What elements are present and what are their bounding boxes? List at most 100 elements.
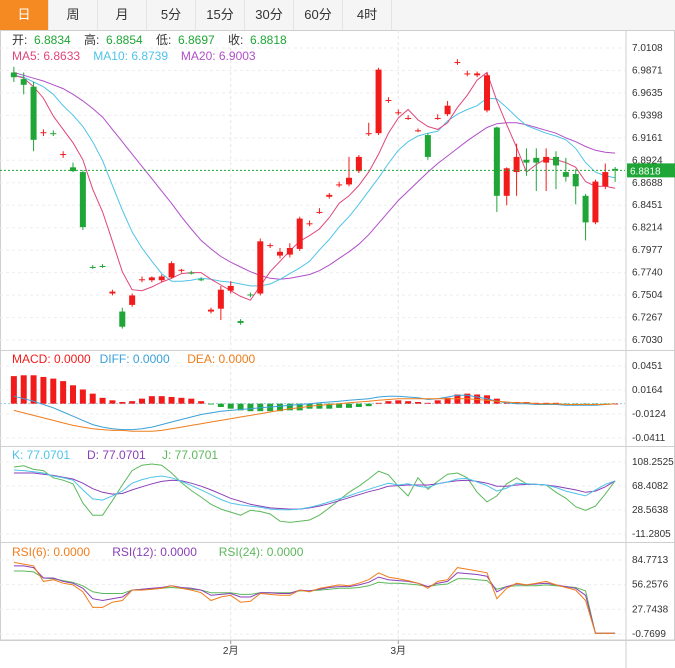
- tab-day[interactable]: 日: [0, 0, 49, 30]
- macd-bar: [168, 396, 175, 404]
- candle-body: [474, 73, 481, 76]
- macd-bar: [444, 397, 451, 404]
- candle-body: [306, 223, 313, 225]
- price-y-tick-label: 6.8688: [632, 178, 663, 189]
- candle-body: [572, 173, 579, 187]
- candle-body: [346, 177, 352, 185]
- macd-bar: [20, 375, 27, 404]
- rsi12-line: [13, 565, 616, 634]
- ma10-legend-label: MA10: 6.8739: [93, 49, 168, 63]
- candle-body: [109, 291, 116, 294]
- macd-y-tick-label: 0.0164: [632, 385, 663, 396]
- candle-body: [602, 172, 609, 187]
- macd-bar: [316, 403, 323, 409]
- candle-body: [257, 241, 264, 294]
- tab-5min[interactable]: 5分: [147, 0, 196, 30]
- candle-body: [582, 195, 589, 223]
- ma20-line: [13, 72, 616, 280]
- dea-line: [13, 398, 616, 432]
- candle-body: [316, 211, 323, 213]
- candle-body: [365, 133, 372, 135]
- k-legend-label: K: 77.0701: [12, 448, 70, 462]
- candle-body: [198, 279, 205, 281]
- candle-body: [178, 269, 185, 271]
- candle-body: [493, 127, 500, 196]
- tab-month[interactable]: 月: [98, 0, 147, 30]
- kdj-y-tick-label: 108.2525: [632, 457, 674, 468]
- candle-body: [40, 132, 47, 134]
- price-y-tick-label: 6.7504: [632, 290, 663, 301]
- rsi6-line: [13, 561, 616, 634]
- price-y-tick-label: 6.7030: [632, 335, 663, 346]
- candle-body: [188, 272, 195, 274]
- candle-body: [158, 276, 165, 281]
- macd-bar: [424, 402, 431, 404]
- candle-body: [415, 130, 421, 132]
- candle-body: [385, 99, 392, 101]
- macd-bar: [208, 403, 214, 405]
- price-y-tick-label: 6.8451: [632, 200, 663, 211]
- diff-line: [13, 394, 616, 431]
- candle-body: [444, 105, 451, 115]
- price-y-tick-label: 6.9635: [632, 88, 663, 99]
- macd-bar: [355, 403, 362, 408]
- price-y-tick-label: 6.9161: [632, 133, 663, 144]
- ma20-legend-label: MA20: 6.9003: [181, 49, 256, 63]
- tab-60min[interactable]: 60分: [294, 0, 343, 30]
- candle-body: [60, 154, 67, 156]
- tab-30min[interactable]: 30分: [245, 0, 294, 30]
- price-y-tick-label: 7.0108: [632, 43, 663, 54]
- candle-body: [277, 251, 283, 256]
- candle-body: [79, 172, 86, 228]
- rsi-y-tick-label: 56.2576: [632, 580, 669, 591]
- d-legend-label: D: 77.0701: [87, 448, 146, 462]
- d-line: [13, 472, 616, 510]
- price-panel-frame: [0, 30, 675, 351]
- macd-bar: [385, 401, 392, 404]
- macd-bar: [89, 393, 96, 404]
- candle-body: [484, 75, 490, 111]
- ohlc-value: 6.8854: [106, 33, 143, 47]
- macd-bar: [188, 398, 195, 404]
- macd-bar: [336, 403, 343, 408]
- tab-15min[interactable]: 15分: [196, 0, 245, 30]
- candle-body: [70, 167, 76, 172]
- macd-bar: [99, 397, 106, 404]
- last-price-label: 6.8818: [630, 166, 661, 177]
- rsi-y-tick-label: 84.7713: [632, 555, 669, 566]
- candle-body: [247, 294, 254, 296]
- candle-body: [20, 79, 27, 85]
- ohlc-value: 6.8834: [34, 33, 71, 47]
- tab-4hour[interactable]: 4时: [343, 0, 392, 30]
- macd-bar: [148, 396, 155, 404]
- candle-body: [217, 289, 224, 309]
- candle-body: [434, 118, 441, 120]
- candle-body: [464, 73, 471, 75]
- ohlc-label: 高:: [84, 32, 99, 47]
- macd-bar: [50, 378, 57, 404]
- kdj-y-tick-label: -11.2805: [632, 529, 671, 540]
- candle-body: [237, 321, 244, 323]
- x-tick-label: 2月: [223, 645, 239, 657]
- candle-body: [336, 184, 343, 186]
- x-tick-label: 3月: [391, 645, 407, 657]
- candle-body: [267, 245, 274, 247]
- tab-week[interactable]: 周: [49, 0, 98, 30]
- candle-body: [424, 135, 431, 157]
- ohlc-value: 6.8697: [178, 33, 215, 47]
- price-y-tick-label: 6.7267: [632, 313, 663, 324]
- price-y-tick-label: 6.8214: [632, 223, 663, 234]
- macd-bar: [277, 403, 283, 412]
- rsi24-line: [13, 570, 616, 634]
- chart-area[interactable]: 7.0108 6.9871 6.9635 6.9398 6.9161 6.8924 6.86…: [0, 30, 675, 668]
- last-price-tag: [627, 163, 675, 178]
- k-line: [13, 469, 616, 511]
- kdj-y-tick-label: 28.5638: [632, 505, 669, 516]
- macd-y-tick-label: -0.0411: [632, 433, 666, 444]
- macd-bar: [286, 403, 293, 411]
- macd-bar: [612, 403, 619, 405]
- macd-bar: [227, 403, 234, 409]
- macd-bar: [178, 397, 185, 404]
- macd-bar: [70, 385, 76, 404]
- ohlc-value: 6.8818: [250, 33, 287, 47]
